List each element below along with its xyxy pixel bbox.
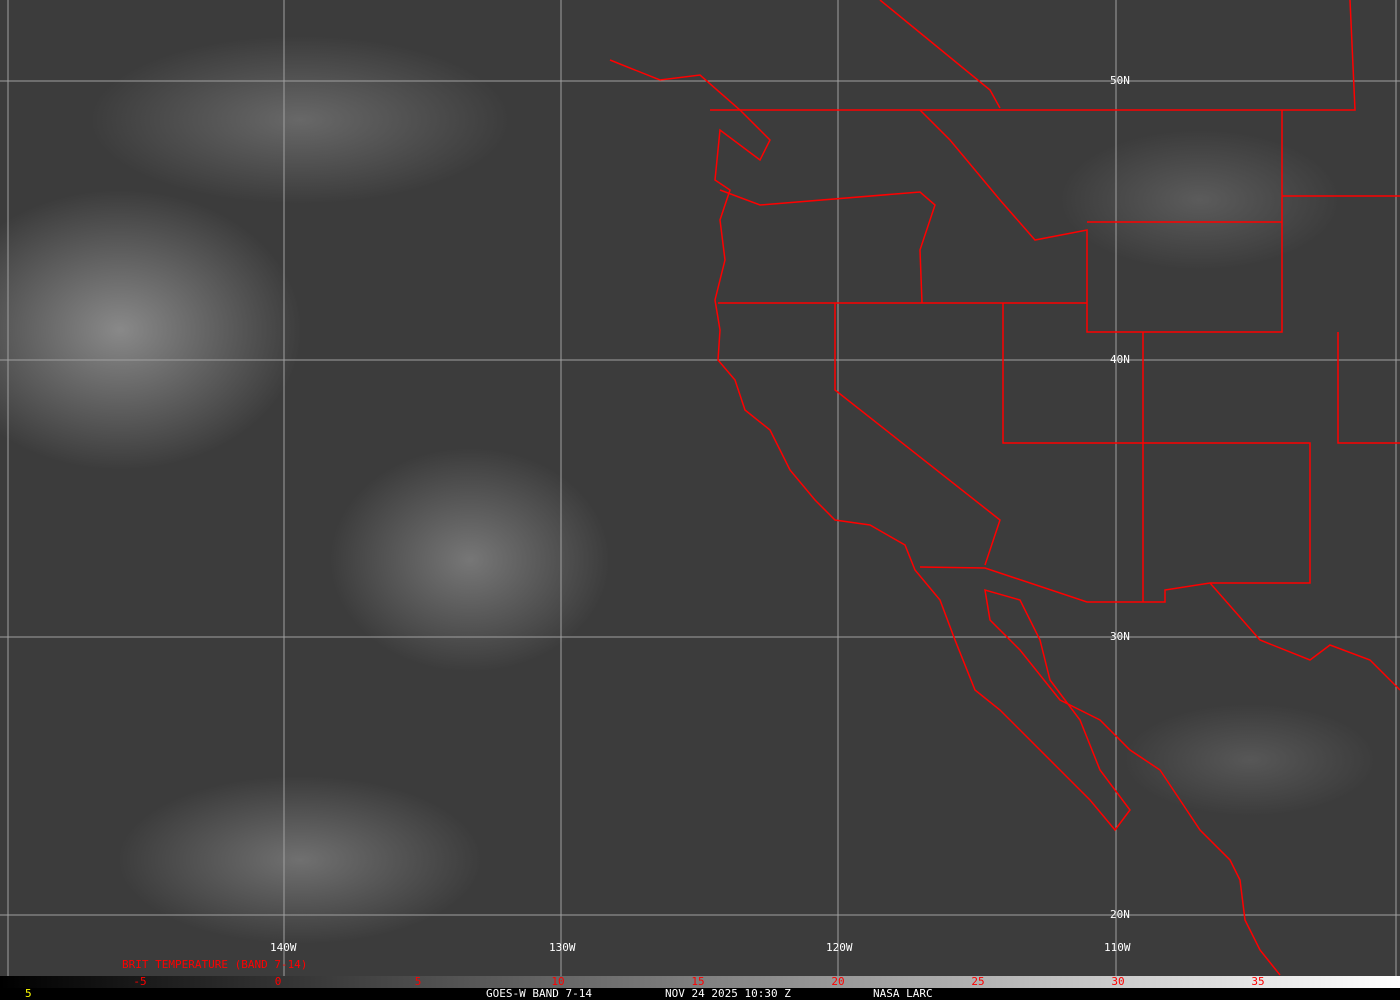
footer-bar [0,988,1400,1000]
timestamp: NOV 24 2025 10:30 Z [665,987,791,1000]
wa-or-border [719,189,936,304]
lat-label-40n: 40N [1110,353,1130,366]
scale-tick: 30 [1111,975,1125,988]
scale-tick: 5 [414,975,422,988]
coastline [609,59,1281,976]
lon-label-140w: 140W [270,941,297,954]
nv-ut-border [919,303,1311,603]
color-scale-bar [0,976,1400,988]
lat-lon-grid [0,0,1400,976]
frame-number: 5 [25,987,32,1000]
scale-tick: 20 [831,975,845,988]
political-borders [609,0,1400,976]
lat-label-50n: 50N [1110,74,1130,87]
scale-tick: 25 [971,975,985,988]
lon-label-120w: 120W [826,941,853,954]
lon-label-110w: 110W [1104,941,1131,954]
mexico-border [1209,582,1400,691]
satellite-imagery [0,0,1400,976]
idaho-border [919,109,1283,333]
nm-border [1337,332,1400,444]
lat-label-30n: 30N [1110,630,1130,643]
map-overlay [0,0,1400,976]
scale-tick: 15 [691,975,705,988]
scale-tick: 10 [551,975,565,988]
lat-label-20n: 20N [1110,908,1130,921]
legend-title: BRIT TEMPERATURE (BAND 7-14) [122,958,308,971]
us-canada-border [710,0,1356,111]
scale-tick: 35 [1251,975,1265,988]
ca-ne-border [879,0,1001,109]
scale-tick: -5 [133,975,147,988]
lon-label-130w: 130W [549,941,576,954]
source-label: NASA LARC [873,987,933,1000]
satellite-band: GOES-W BAND 7-14 [486,987,592,1000]
ca-nv-border [834,303,1001,566]
scale-tick: 0 [274,975,282,988]
